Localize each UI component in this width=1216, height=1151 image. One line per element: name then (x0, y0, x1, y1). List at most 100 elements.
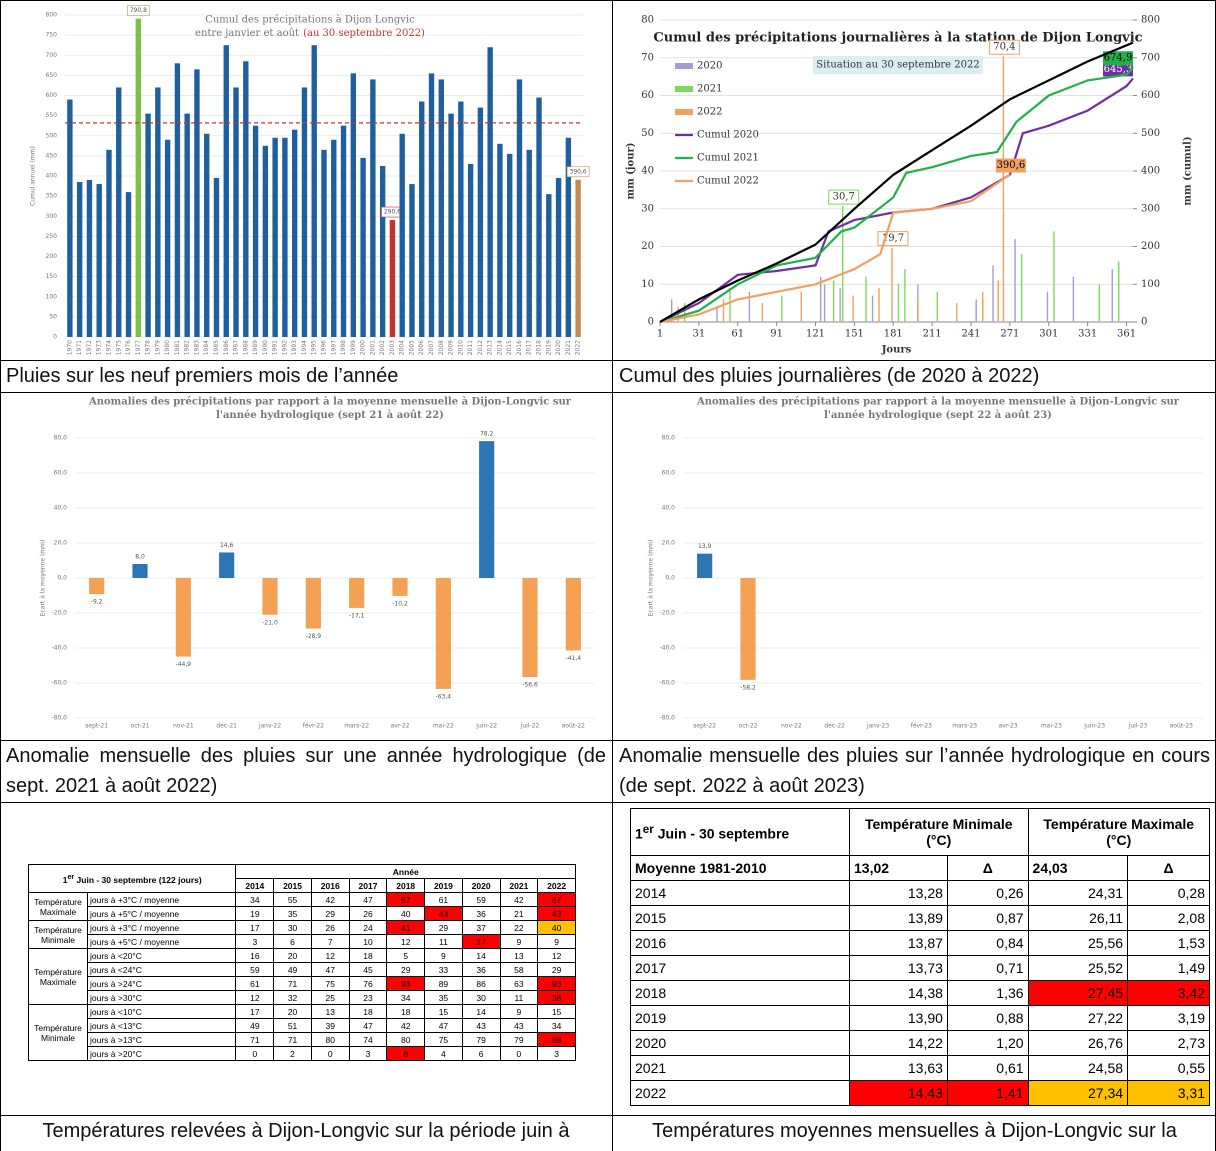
value-cell: 30 (461, 990, 501, 1005)
bar (233, 87, 239, 337)
header-text: Juin - 30 septembre (122 jours) (74, 874, 202, 885)
bar (282, 137, 288, 337)
row-label: jours à >24°C (86, 976, 237, 991)
bar (497, 143, 503, 337)
value-cell: 32 (273, 990, 312, 1005)
bar (507, 153, 513, 337)
value-label-box (828, 189, 860, 205)
value-cell: 12 (537, 948, 576, 963)
value-cell: 55 (273, 892, 312, 907)
value-cell: 79 (499, 1032, 539, 1047)
group-label: Température Minimale (28, 920, 88, 949)
chart-title: Cumul des précipitations journalières à … (653, 31, 1142, 46)
y-axis-label: Ecart à la moyenne (mm) (648, 540, 655, 617)
value-cell: 15 (537, 1004, 576, 1019)
bar (219, 552, 235, 578)
value-cell: Δ (946, 855, 1029, 881)
border (0, 360, 1216, 361)
bar (243, 61, 249, 337)
value-cell: 76 (348, 976, 388, 991)
daily-bar (1020, 254, 1023, 322)
x-tick-label: 2013 (487, 340, 494, 355)
data-row: 2018 14,38 1,36 27,45 3,42 (630, 980, 1210, 1006)
cumul-line (659, 66, 1134, 324)
value-cell: 11 (424, 934, 463, 949)
bar (116, 87, 122, 337)
bar (360, 157, 366, 337)
bar (477, 107, 484, 337)
y-axis-label: mm (jour) (626, 143, 637, 200)
year-cell: 2021 (499, 878, 539, 893)
bar (697, 553, 713, 578)
x-tick-label: 1980 (164, 340, 171, 355)
y-tick-label: 80,0 (662, 435, 676, 442)
x-tick-label: déc-21 (216, 723, 237, 730)
y-tick-label: -80,0 (51, 715, 67, 722)
x-tick-label: août-23 (1170, 723, 1193, 730)
header-sup: er (67, 872, 75, 881)
value-cell: 25 (310, 990, 350, 1005)
value-cell: 63 (499, 976, 539, 991)
daily-bar (891, 247, 893, 322)
x-tick-label: 211 (923, 329, 942, 340)
value-cell: Δ (1127, 855, 1210, 881)
value-cell: 18 (386, 1004, 426, 1019)
year-cell: 2020 (461, 878, 501, 893)
value-cell: 13,02 (849, 855, 948, 881)
legend-label: 2021 (697, 84, 722, 95)
value-cell: 47 (348, 892, 388, 907)
value-label: -41,4 (566, 655, 582, 662)
y2-tick-label: 0 (1141, 317, 1147, 328)
value-cell: 17 (461, 934, 501, 949)
daily-bar (683, 303, 686, 322)
value-cell: 40 (537, 920, 576, 935)
bar (223, 45, 229, 337)
daily-bar (800, 291, 802, 322)
value-label: 390,6 (997, 160, 1026, 171)
y2-tick-label: 600 (1141, 90, 1160, 101)
bar (311, 45, 317, 337)
daily-bar (823, 284, 826, 322)
y2-tick-label: 300 (1141, 203, 1160, 214)
x-tick-label: 1987 (233, 340, 240, 355)
chart-title: Anomalies des précipitations par rapport… (696, 397, 1180, 408)
cumul-line (659, 41, 1134, 323)
value-cell: 45 (348, 962, 388, 977)
header-text: Juin - 30 septembre (653, 825, 790, 842)
bar (419, 101, 425, 337)
value-cell: 71 (273, 976, 312, 991)
x-tick-label: 271 (1000, 329, 1019, 340)
bar (272, 137, 278, 337)
x-tick-label: 1975 (115, 340, 122, 355)
value-cell: 9 (499, 1004, 539, 1019)
value-cell: 12 (386, 934, 426, 949)
value-cell: 26,11 (1027, 905, 1129, 931)
x-tick-label: 2008 (438, 340, 445, 355)
daily-bar (677, 306, 679, 322)
value-cell: 9 (424, 948, 463, 963)
x-tick-label: mai-22 (433, 723, 454, 730)
row-label: jours à >30°C (86, 990, 237, 1005)
bar (106, 149, 112, 337)
y-axis-label: Ecart à la moyenne (mm) (40, 540, 47, 617)
y-tick-label: 30 (641, 203, 654, 214)
legend-label: Cumul 2022 (697, 176, 759, 187)
value-cell: 29 (537, 962, 576, 977)
y-tick-label: 80,0 (54, 435, 68, 442)
row-label: 2014 (630, 880, 850, 906)
bar (409, 184, 415, 337)
x-tick-label: mars-23 (952, 723, 977, 730)
x-tick-label: 2003 (389, 340, 396, 355)
daily-bar (670, 299, 673, 322)
value-cell: 74 (348, 1032, 388, 1047)
value-label-box (995, 158, 1026, 173)
x-tick-label: 1983 (193, 340, 200, 355)
daily-bar (729, 288, 731, 322)
value-cell: 40 (386, 906, 426, 921)
data-row: jours à >20°C 0 2 0 3 8 4 6 0 3 (29, 1046, 576, 1061)
x-tick-label: 2007 (428, 340, 435, 355)
y-tick-label: 60 (641, 90, 654, 101)
x-tick-label: juil-22 (520, 723, 540, 730)
value-cell: 13,90 (849, 1005, 948, 1031)
